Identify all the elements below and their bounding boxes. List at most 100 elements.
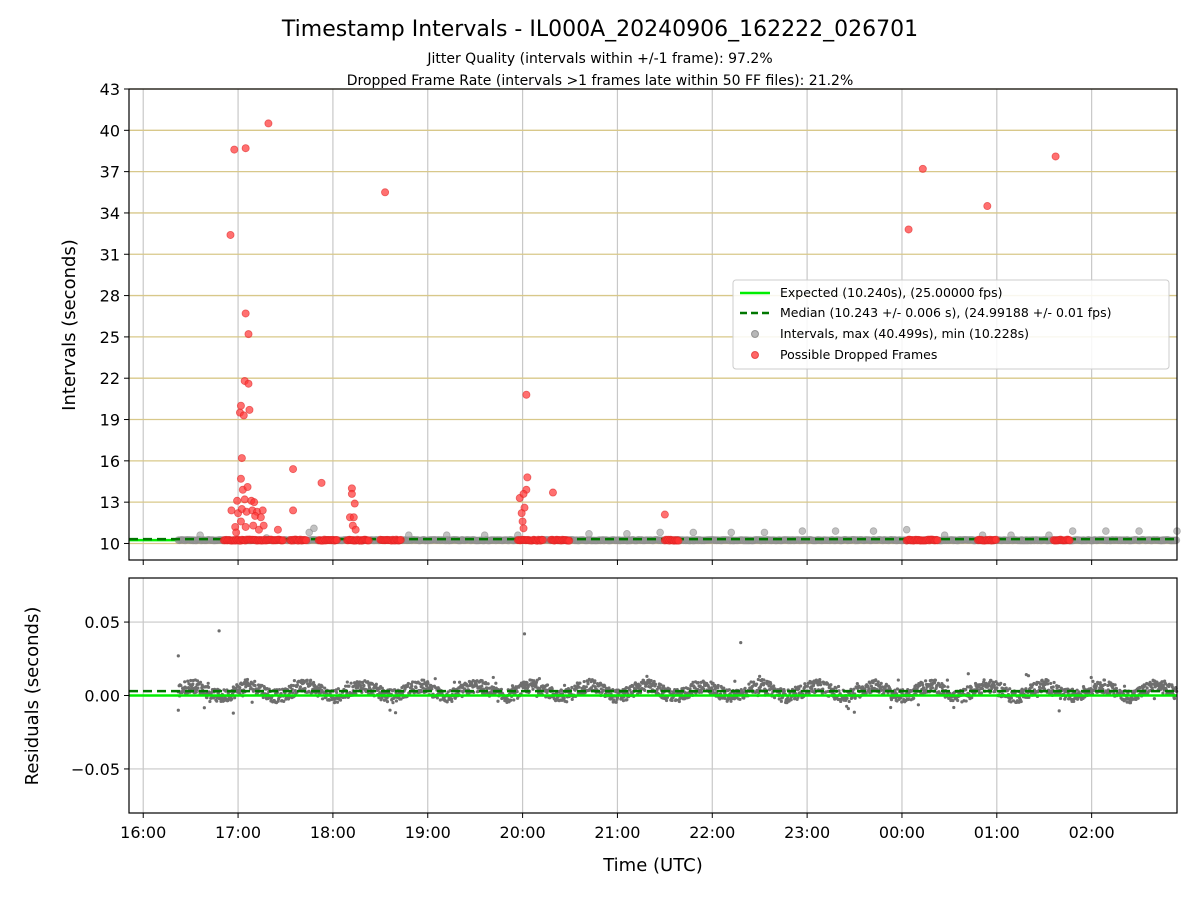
dropped-frame-point [264, 119, 273, 128]
x-tick-label: 22:00 [689, 823, 735, 842]
residual-point [1019, 699, 1023, 704]
residuals-y-tick-label: 0.00 [84, 687, 120, 706]
residual-point [980, 687, 984, 691]
residual-point [450, 699, 454, 704]
residual-point [855, 682, 859, 686]
interval-point [305, 528, 313, 537]
residual-point [578, 681, 582, 685]
residual-point [896, 678, 900, 682]
residual-point [236, 688, 241, 692]
residual-point [782, 689, 786, 693]
intervals-points [129, 119, 1181, 545]
intervals-y-tick-label: 13 [100, 493, 120, 512]
residual-point [677, 699, 681, 704]
interval-point [1068, 527, 1077, 535]
residual-point [586, 682, 590, 686]
residual-point [388, 708, 392, 712]
interval-point [480, 531, 489, 540]
dropped-frame-point [933, 536, 942, 545]
residual-point [394, 699, 399, 703]
residual-point [183, 680, 187, 684]
residual-point [946, 685, 950, 689]
residual-point [562, 683, 567, 687]
residual-point [1037, 685, 1042, 689]
residual-point [323, 686, 327, 690]
residual-point [670, 698, 674, 703]
residual-point [230, 697, 234, 701]
residual-point [1008, 687, 1012, 691]
legend: Expected (10.240s), (25.00000 fps) Media… [732, 279, 1170, 370]
dropped-frame-point [244, 379, 253, 388]
residual-point [570, 685, 574, 690]
dropped-frame-point [349, 513, 358, 522]
dropped-frame-point [241, 144, 250, 153]
dropped-frame-point [289, 506, 298, 515]
intervals-y-axis-label: Intervals (seconds) [59, 239, 80, 411]
residual-point [625, 698, 629, 702]
dropped-frame-point [918, 164, 927, 173]
dropped-frame-point [244, 330, 253, 339]
residual-point [362, 684, 366, 688]
x-axis-label: Time (UTC) [602, 855, 703, 876]
intervals-plot-frame [128, 88, 1178, 561]
interval-point [869, 527, 878, 535]
dropped-frame-point [364, 536, 373, 545]
residual-point [452, 680, 457, 684]
residual-point [298, 685, 302, 689]
dropped-frame-point [983, 202, 992, 211]
x-tick-label: 18:00 [310, 823, 356, 842]
residuals-y-tick-label: 0.05 [84, 613, 120, 632]
residual-point [699, 690, 704, 694]
residual-point [743, 686, 747, 690]
residual-point [716, 683, 720, 688]
residual-point [1152, 696, 1156, 701]
residual-point [798, 684, 803, 688]
intervals-panel: 10 13 16 19 22 25 28 31 34 37 40 43 Intervals (seco… [59, 80, 1181, 565]
residual-point [1102, 678, 1107, 682]
residual-point [435, 696, 439, 700]
dropped-frame-point [241, 522, 250, 531]
dropped-frame-point [381, 188, 390, 197]
residual-point [253, 683, 257, 688]
residual-point [645, 674, 649, 678]
residual-point [797, 687, 801, 691]
residual-point [295, 683, 299, 687]
residual-point [570, 697, 574, 701]
interval-point [585, 530, 593, 538]
residual-point [879, 681, 883, 685]
residual-point [727, 688, 731, 692]
residual-point [176, 654, 180, 658]
residual-point [1052, 680, 1056, 685]
dropped-frame-point [273, 525, 282, 534]
residual-point [921, 686, 926, 690]
residual-point [649, 678, 653, 683]
residual-point [253, 679, 257, 683]
residual-point [1026, 674, 1031, 678]
interval-point [1135, 527, 1143, 535]
intervals-x-tick-marks [142, 560, 1093, 565]
legend-expected-label: Expected (10.240s), (25.00000 fps) [780, 285, 1002, 300]
residual-point [810, 687, 814, 691]
legend-box [732, 279, 1170, 370]
residual-point [1024, 687, 1028, 691]
residual-point [207, 685, 211, 689]
residual-point [1103, 682, 1107, 687]
intervals-y-tick-label: 37 [100, 163, 120, 182]
residual-point [345, 680, 349, 684]
residual-point [829, 683, 833, 687]
residual-point [755, 682, 759, 686]
x-tick-label: 00:00 [879, 823, 925, 842]
dropped-frame-point [350, 499, 359, 508]
dropped-frame-point [347, 489, 356, 498]
residual-point [186, 679, 190, 683]
intervals-y-tick-label: 31 [100, 245, 120, 264]
dropped-frame-point [396, 535, 405, 544]
dropped-frame-point [232, 528, 241, 537]
interval-point [760, 528, 769, 537]
legend-dropped-label: Possible Dropped Frames [780, 347, 937, 362]
residual-point [729, 699, 733, 703]
residual-point [921, 683, 925, 687]
interval-point [404, 531, 413, 540]
residual-point [918, 683, 922, 688]
intervals-y-tick-label: 34 [100, 204, 120, 223]
